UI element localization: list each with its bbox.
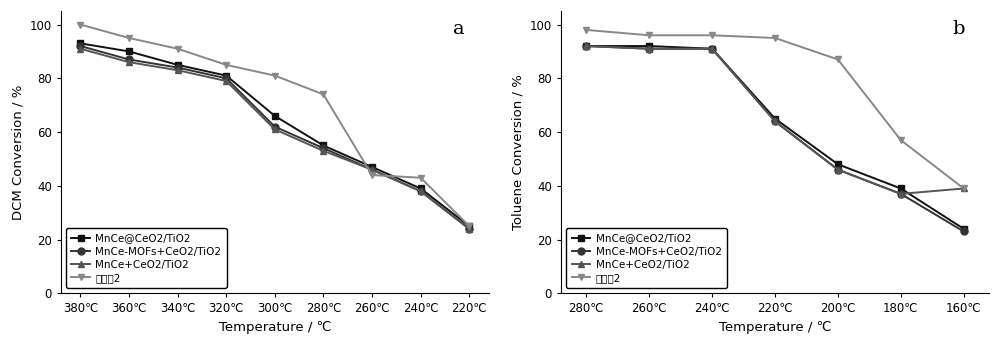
Legend: MnCe@CeO2/TiO2, MnCe-MOFs+CeO2/TiO2, MnCe+CeO2/TiO2, 实施例2: MnCe@CeO2/TiO2, MnCe-MOFs+CeO2/TiO2, MnC… bbox=[566, 228, 727, 288]
Line: MnCe+CeO2/TiO2: MnCe+CeO2/TiO2 bbox=[77, 45, 473, 232]
实施例2 bbox=[172, 47, 184, 51]
MnCe+CeO2/TiO2 bbox=[366, 168, 378, 172]
MnCe-MOFs+CeO2/TiO2 bbox=[895, 192, 907, 196]
MnCe-MOFs+CeO2/TiO2 bbox=[269, 125, 281, 129]
MnCe+CeO2/TiO2 bbox=[832, 168, 844, 172]
MnCe@CeO2/TiO2 bbox=[269, 114, 281, 118]
MnCe@CeO2/TiO2 bbox=[463, 224, 475, 228]
MnCe@CeO2/TiO2 bbox=[123, 49, 135, 53]
Y-axis label: Toluene Conversion / %: Toluene Conversion / % bbox=[511, 74, 524, 230]
Line: 实施例2: 实施例2 bbox=[583, 27, 967, 192]
MnCe+CeO2/TiO2 bbox=[769, 119, 781, 124]
MnCe@CeO2/TiO2 bbox=[832, 162, 844, 166]
实施例2 bbox=[832, 57, 844, 61]
MnCe@CeO2/TiO2 bbox=[580, 44, 592, 48]
MnCe@CeO2/TiO2 bbox=[172, 63, 184, 67]
MnCe+CeO2/TiO2 bbox=[895, 192, 907, 196]
MnCe+CeO2/TiO2 bbox=[317, 149, 329, 153]
MnCe-MOFs+CeO2/TiO2 bbox=[463, 227, 475, 231]
实施例2 bbox=[415, 176, 427, 180]
Y-axis label: DCM Conversion / %: DCM Conversion / % bbox=[11, 85, 24, 220]
X-axis label: Temperature / ℃: Temperature / ℃ bbox=[219, 321, 331, 334]
MnCe-MOFs+CeO2/TiO2 bbox=[74, 44, 86, 48]
MnCe+CeO2/TiO2 bbox=[643, 47, 655, 51]
MnCe-MOFs+CeO2/TiO2 bbox=[220, 76, 232, 80]
Text: b: b bbox=[953, 20, 965, 38]
MnCe@CeO2/TiO2 bbox=[220, 73, 232, 78]
实施例2 bbox=[958, 186, 970, 190]
MnCe@CeO2/TiO2 bbox=[643, 44, 655, 48]
MnCe@CeO2/TiO2 bbox=[895, 186, 907, 190]
实施例2 bbox=[317, 92, 329, 97]
实施例2 bbox=[643, 33, 655, 37]
Text: a: a bbox=[453, 20, 465, 38]
MnCe@CeO2/TiO2 bbox=[74, 41, 86, 46]
MnCe+CeO2/TiO2 bbox=[580, 44, 592, 48]
MnCe-MOFs+CeO2/TiO2 bbox=[769, 119, 781, 124]
MnCe-MOFs+CeO2/TiO2 bbox=[958, 229, 970, 234]
MnCe@CeO2/TiO2 bbox=[415, 186, 427, 190]
实施例2 bbox=[706, 33, 718, 37]
MnCe+CeO2/TiO2 bbox=[74, 47, 86, 51]
MnCe+CeO2/TiO2 bbox=[463, 227, 475, 231]
MnCe+CeO2/TiO2 bbox=[123, 60, 135, 64]
MnCe-MOFs+CeO2/TiO2 bbox=[706, 47, 718, 51]
MnCe+CeO2/TiO2 bbox=[172, 68, 184, 72]
MnCe-MOFs+CeO2/TiO2 bbox=[580, 44, 592, 48]
MnCe+CeO2/TiO2 bbox=[415, 189, 427, 193]
Line: MnCe@CeO2/TiO2: MnCe@CeO2/TiO2 bbox=[77, 40, 473, 229]
MnCe-MOFs+CeO2/TiO2 bbox=[832, 168, 844, 172]
MnCe-MOFs+CeO2/TiO2 bbox=[172, 66, 184, 70]
MnCe+CeO2/TiO2 bbox=[958, 186, 970, 190]
实施例2 bbox=[580, 28, 592, 32]
实施例2 bbox=[366, 173, 378, 177]
MnCe@CeO2/TiO2 bbox=[317, 144, 329, 148]
MnCe@CeO2/TiO2 bbox=[958, 227, 970, 231]
实施例2 bbox=[463, 224, 475, 228]
实施例2 bbox=[895, 138, 907, 142]
MnCe+CeO2/TiO2 bbox=[706, 47, 718, 51]
实施例2 bbox=[74, 22, 86, 27]
MnCe-MOFs+CeO2/TiO2 bbox=[317, 146, 329, 150]
X-axis label: Temperature / ℃: Temperature / ℃ bbox=[719, 321, 831, 334]
Line: MnCe@CeO2/TiO2: MnCe@CeO2/TiO2 bbox=[583, 42, 967, 232]
Line: MnCe-MOFs+CeO2/TiO2: MnCe-MOFs+CeO2/TiO2 bbox=[583, 42, 967, 235]
MnCe-MOFs+CeO2/TiO2 bbox=[123, 57, 135, 61]
MnCe-MOFs+CeO2/TiO2 bbox=[415, 189, 427, 193]
实施例2 bbox=[769, 36, 781, 40]
Line: 实施例2: 实施例2 bbox=[77, 21, 473, 229]
Line: MnCe-MOFs+CeO2/TiO2: MnCe-MOFs+CeO2/TiO2 bbox=[77, 42, 473, 232]
MnCe@CeO2/TiO2 bbox=[366, 165, 378, 169]
Legend: MnCe@CeO2/TiO2, MnCe-MOFs+CeO2/TiO2, MnCe+CeO2/TiO2, 实施例2: MnCe@CeO2/TiO2, MnCe-MOFs+CeO2/TiO2, MnC… bbox=[66, 228, 227, 288]
实施例2 bbox=[123, 36, 135, 40]
MnCe@CeO2/TiO2 bbox=[706, 47, 718, 51]
MnCe+CeO2/TiO2 bbox=[220, 79, 232, 83]
实施例2 bbox=[220, 63, 232, 67]
实施例2 bbox=[269, 73, 281, 78]
MnCe-MOFs+CeO2/TiO2 bbox=[643, 47, 655, 51]
MnCe+CeO2/TiO2 bbox=[269, 127, 281, 131]
Line: MnCe+CeO2/TiO2: MnCe+CeO2/TiO2 bbox=[583, 42, 967, 197]
MnCe@CeO2/TiO2 bbox=[769, 117, 781, 121]
MnCe-MOFs+CeO2/TiO2 bbox=[366, 168, 378, 172]
